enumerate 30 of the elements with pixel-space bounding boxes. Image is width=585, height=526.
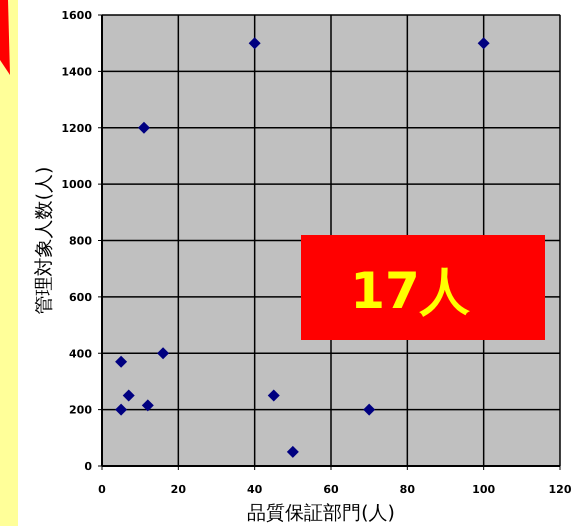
point (115, 356, 128, 368)
y-tick-label: 1200 (61, 122, 92, 135)
point (363, 404, 376, 416)
point (268, 390, 280, 402)
point (248, 37, 261, 50)
x-tick-label: 80 (400, 483, 416, 496)
x-tick-label: 0 (98, 483, 106, 496)
y-tick-label: 1600 (61, 9, 92, 22)
y-tick-label: 1400 (61, 65, 92, 78)
point (122, 390, 135, 402)
point (286, 446, 299, 458)
x-tick-label: 120 (548, 483, 572, 496)
x-tick-label: 40 (247, 483, 263, 496)
point (157, 347, 170, 360)
y-tick-label: 0 (84, 460, 92, 473)
y-tick-label: 600 (69, 290, 92, 304)
annotation: 17人 (350, 262, 470, 320)
point (138, 122, 150, 134)
y-tick-label: 400 (69, 347, 92, 360)
x-axis-title: 品質保証部門(人) (247, 502, 395, 524)
x-tick-label: 100 (472, 483, 496, 496)
x-tick-label: 20 (170, 483, 186, 496)
y-tick-label: 200 (69, 404, 92, 417)
point (478, 37, 490, 50)
y-tick-label: 1000 (61, 178, 92, 192)
x-tick-label: 60 (323, 483, 339, 496)
y-tick-label: 800 (69, 234, 92, 248)
point (115, 404, 128, 416)
point (142, 399, 154, 412)
y-axis-title: 管理対象人数(人) (33, 166, 55, 314)
